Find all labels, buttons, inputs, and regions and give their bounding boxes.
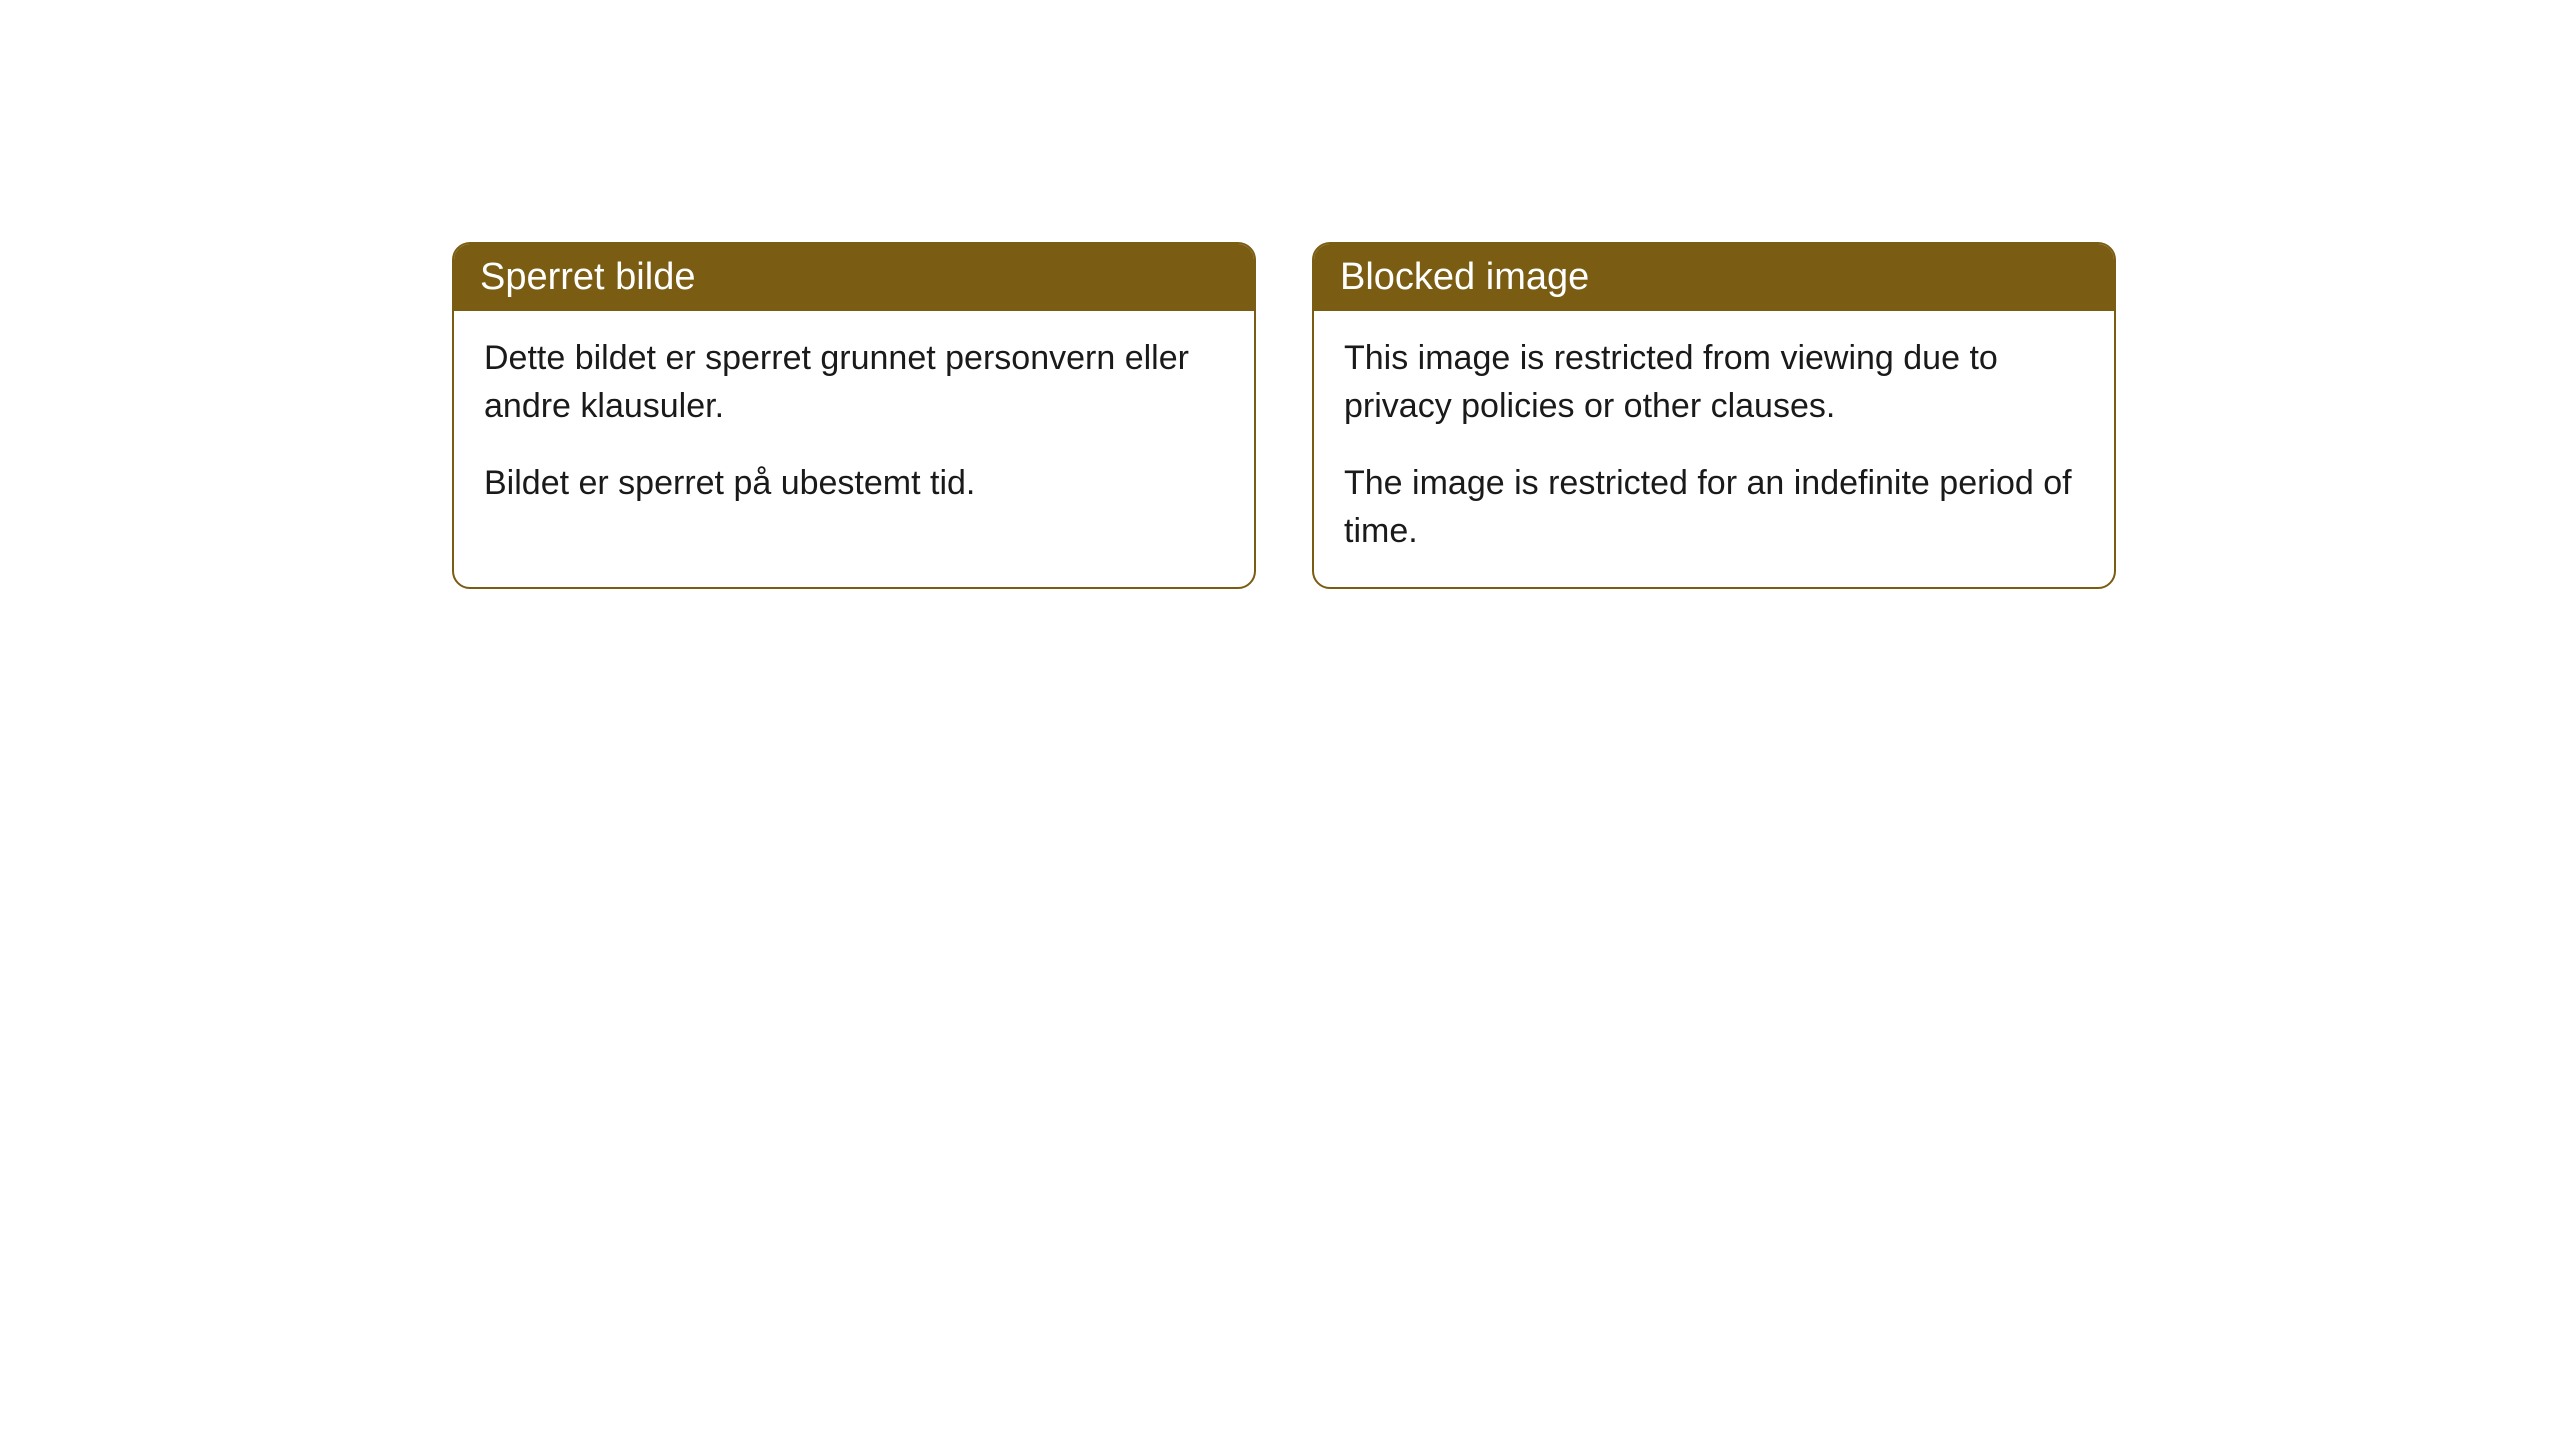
blocked-image-card-english: Blocked image This image is restricted f… — [1312, 242, 2116, 589]
card-paragraph: This image is restricted from viewing du… — [1344, 335, 2084, 430]
card-paragraph: Dette bildet er sperret grunnet personve… — [484, 335, 1224, 430]
card-title: Blocked image — [1340, 256, 1589, 298]
notice-cards-container: Sperret bilde Dette bildet er sperret gr… — [452, 242, 2560, 589]
blocked-image-card-norwegian: Sperret bilde Dette bildet er sperret gr… — [452, 242, 1256, 589]
card-title: Sperret bilde — [480, 256, 695, 298]
card-header-norwegian: Sperret bilde — [454, 244, 1254, 311]
card-paragraph: The image is restricted for an indefinit… — [1344, 460, 2084, 555]
card-paragraph: Bildet er sperret på ubestemt tid. — [484, 460, 1224, 508]
card-body-norwegian: Dette bildet er sperret grunnet personve… — [454, 311, 1254, 540]
card-header-english: Blocked image — [1314, 244, 2114, 311]
card-body-english: This image is restricted from viewing du… — [1314, 311, 2114, 587]
